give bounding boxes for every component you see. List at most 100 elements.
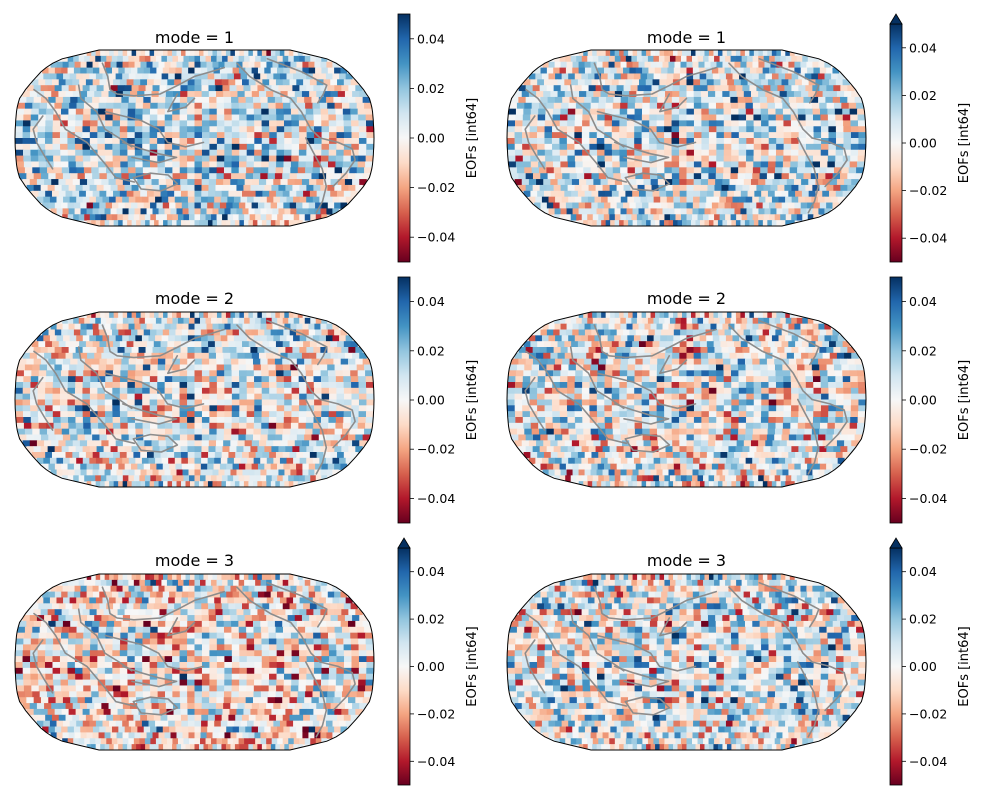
heatmap-cell bbox=[746, 114, 754, 121]
heatmap-cell bbox=[664, 167, 673, 174]
heatmap-cell bbox=[269, 149, 277, 156]
heatmap-cell bbox=[211, 214, 217, 221]
heatmap-cell bbox=[120, 167, 129, 174]
heatmap-cell bbox=[711, 67, 719, 74]
heatmap-cell bbox=[284, 399, 293, 406]
heatmap-cell bbox=[288, 220, 294, 226]
heatmap-cell bbox=[763, 85, 771, 92]
heatmap-cell bbox=[138, 85, 146, 92]
heatmap-cell bbox=[704, 61, 711, 68]
heatmap-cell bbox=[24, 102, 33, 110]
heatmap-cell bbox=[67, 382, 76, 389]
heatmap-cell bbox=[128, 214, 135, 221]
heatmap-cell bbox=[15, 393, 23, 400]
heatmap-cell bbox=[586, 179, 594, 186]
heatmap-cell bbox=[238, 434, 247, 441]
heatmap-cell bbox=[172, 393, 180, 400]
heatmap-cell bbox=[149, 126, 158, 133]
heatmap-cell bbox=[262, 341, 270, 348]
heatmap-cell bbox=[301, 91, 310, 98]
heatmap-cell bbox=[155, 73, 163, 80]
heatmap-cell bbox=[284, 138, 293, 145]
heatmap-cell bbox=[686, 341, 694, 348]
heatmap-cell bbox=[53, 108, 62, 115]
heatmap-cell bbox=[188, 323, 195, 330]
heatmap-cell bbox=[738, 143, 747, 151]
heatmap-cell bbox=[187, 347, 195, 354]
heatmap-cell bbox=[279, 73, 287, 80]
heatmap-cell bbox=[37, 143, 46, 151]
heatmap-cell bbox=[797, 108, 806, 115]
heatmap-cell bbox=[536, 179, 544, 186]
heatmap-cell bbox=[612, 161, 621, 168]
heatmap-cell bbox=[843, 132, 852, 139]
heatmap-cell bbox=[223, 352, 231, 360]
heatmap-cell bbox=[286, 196, 294, 203]
heatmap-cell bbox=[260, 73, 268, 80]
heatmap-cell bbox=[815, 352, 823, 360]
heatmap-cell bbox=[350, 114, 359, 121]
heatmap-cell bbox=[290, 208, 297, 215]
heatmap-cell bbox=[261, 376, 270, 383]
heatmap-cell bbox=[819, 102, 827, 110]
heatmap-cell bbox=[238, 364, 247, 371]
heatmap-cell bbox=[92, 358, 100, 365]
heatmap-cell bbox=[323, 341, 331, 348]
heatmap-cell bbox=[224, 132, 233, 139]
heatmap-cell bbox=[161, 73, 169, 80]
heatmap-cell bbox=[746, 323, 753, 330]
colorbar-tick-label: 0.02 bbox=[417, 343, 445, 358]
heatmap-cell bbox=[69, 167, 77, 174]
heatmap-cell bbox=[812, 108, 821, 115]
heatmap-cell bbox=[131, 463, 138, 470]
heatmap-cell bbox=[337, 440, 346, 447]
heatmap-cell bbox=[271, 214, 278, 221]
heatmap-cell bbox=[350, 452, 358, 459]
heatmap-cell bbox=[591, 190, 599, 198]
heatmap-cell bbox=[784, 85, 792, 92]
heatmap-cell bbox=[181, 457, 189, 465]
heatmap-cell bbox=[205, 317, 212, 325]
heatmap-cell bbox=[804, 364, 813, 371]
heatmap-cell bbox=[651, 347, 659, 354]
heatmap-cell bbox=[194, 347, 202, 354]
heatmap-cell bbox=[305, 167, 313, 174]
heatmap-cell bbox=[164, 120, 173, 127]
heatmap-cell bbox=[679, 347, 687, 354]
heatmap-cell bbox=[843, 149, 851, 156]
heatmap-cell bbox=[731, 108, 739, 115]
heatmap-cell bbox=[172, 155, 181, 162]
heatmap-cell bbox=[562, 358, 570, 365]
heatmap-cell bbox=[701, 108, 710, 115]
heatmap-cell bbox=[730, 317, 737, 325]
heatmap-cell bbox=[592, 312, 598, 319]
heatmap-cell bbox=[194, 382, 203, 389]
heatmap-cell bbox=[649, 143, 658, 151]
heatmap-cell bbox=[224, 469, 231, 476]
heatmap-cell bbox=[167, 341, 175, 348]
heatmap-cell bbox=[754, 79, 762, 86]
heatmap-cell bbox=[359, 91, 367, 98]
heatmap-cell bbox=[805, 114, 814, 121]
heatmap-cell bbox=[112, 422, 121, 430]
heatmap-cell bbox=[638, 208, 645, 215]
heatmap-cell bbox=[194, 370, 203, 377]
heatmap-cell bbox=[326, 96, 334, 104]
heatmap-cell bbox=[560, 61, 567, 68]
heatmap-cell bbox=[800, 67, 808, 74]
heatmap-cell bbox=[22, 399, 31, 406]
heatmap-cell bbox=[170, 208, 177, 215]
heatmap-cell bbox=[810, 96, 819, 104]
heatmap-cell bbox=[701, 370, 710, 377]
heatmap-cell bbox=[164, 138, 173, 145]
heatmap-cell bbox=[523, 79, 531, 86]
heatmap-cell bbox=[521, 91, 530, 98]
heatmap-cell bbox=[267, 358, 276, 365]
heatmap-cell bbox=[271, 85, 279, 92]
heatmap-cell bbox=[664, 312, 669, 319]
heatmap-cell bbox=[811, 364, 820, 371]
heatmap-cell bbox=[525, 358, 534, 365]
heatmap-cell bbox=[272, 208, 279, 215]
heatmap-cell bbox=[75, 108, 84, 115]
heatmap-cell bbox=[167, 190, 175, 198]
